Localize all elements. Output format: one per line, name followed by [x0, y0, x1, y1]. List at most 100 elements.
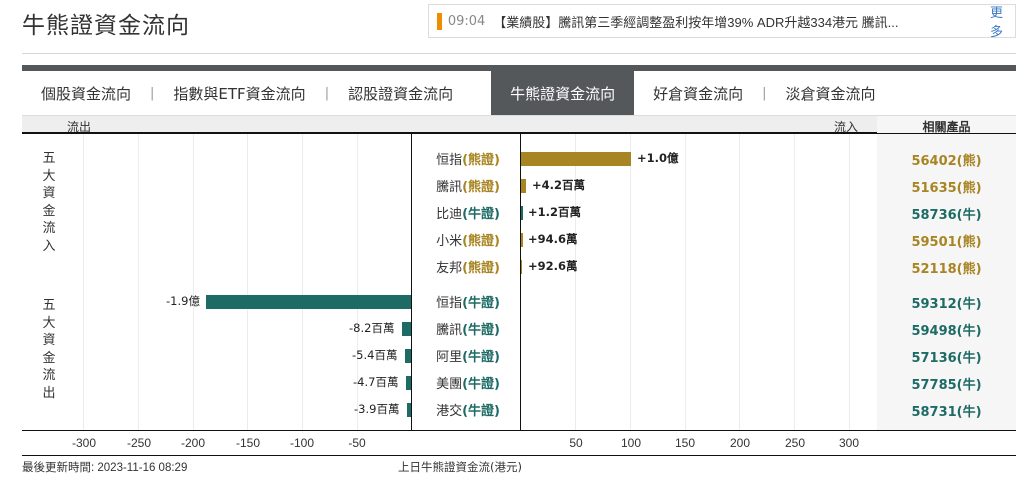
footer-divider	[22, 455, 1016, 456]
tab-stock-flow[interactable]: 個股資金流向	[41, 84, 132, 103]
side-char: 流	[42, 221, 56, 236]
side-char: 入	[42, 238, 56, 254]
side-char: 資	[42, 186, 56, 201]
news-time: 09:04	[447, 13, 486, 29]
related-product-link[interactable]: 58736(牛)	[911, 208, 982, 223]
outflow-row: -3.9百萬 港交(牛證) 58731(牛)	[0, 395, 1024, 422]
gridline	[685, 134, 686, 430]
inflow-row: 小米(熊證) +94.6萬 59501(熊)	[0, 225, 1024, 252]
stock-name[interactable]: 恒指(熊證)	[418, 149, 516, 168]
stock-label: 恒指	[436, 153, 463, 168]
gridline	[302, 134, 303, 430]
side-char: 出	[42, 385, 56, 401]
stock-name[interactable]: 友邦(熊證)	[418, 257, 516, 276]
stock-label: 港交	[436, 404, 463, 419]
outflow-row: -4.7百萬 美團(牛證) 57785(牛)	[0, 368, 1024, 395]
top-outflow-side-label: 五 大 資 金 流 出	[42, 297, 56, 402]
stock-name[interactable]: 美團(牛證)	[418, 373, 516, 392]
stock-label: 比迪	[436, 207, 463, 222]
related-product-link[interactable]: 59498(牛)	[911, 324, 982, 339]
related-product-link[interactable]: 58731(牛)	[911, 405, 982, 420]
outflow-bar	[405, 349, 411, 363]
side-char: 大	[42, 168, 56, 184]
inflow-header: 流入	[834, 120, 859, 134]
side-char: 金	[42, 350, 56, 366]
stock-label: 小米	[436, 234, 463, 249]
flow-value: -1.9億	[166, 294, 200, 308]
related-product-link[interactable]: 59501(熊)	[911, 235, 982, 250]
x-tick-label: 100	[620, 436, 642, 450]
inflow-row: 恒指(熊證) +1.0億 56402(熊)	[0, 144, 1024, 171]
cbbc-kind: (牛證)	[462, 323, 500, 338]
inflow-bar	[521, 179, 526, 193]
flow-value: +92.6萬	[528, 259, 578, 273]
title-divider	[22, 53, 1016, 54]
cbbc-kind: (牛證)	[462, 404, 500, 419]
news-headline-link[interactable]: 【業績股】騰訊第三季經調整盈利按年增39% ADR升越334港元 騰訊...	[493, 14, 899, 30]
stock-name[interactable]: 騰訊(牛證)	[418, 319, 516, 338]
stock-label: 美團	[436, 377, 463, 392]
x-tick-label: -250	[126, 436, 152, 450]
x-tick-label: 200	[729, 436, 751, 450]
related-product-link[interactable]: 57136(牛)	[911, 351, 982, 366]
gridline	[247, 134, 248, 430]
flow-value: -5.4百萬	[352, 348, 398, 362]
stock-name[interactable]: 騰訊(熊證)	[418, 176, 516, 195]
x-tick-label: -300	[71, 436, 97, 450]
tab-strip-top	[22, 65, 1016, 71]
tab-separator: |	[762, 85, 767, 101]
outflow-row: -5.4百萬 阿里(牛證) 57136(牛)	[0, 341, 1024, 368]
tab-separator: |	[324, 85, 330, 101]
side-char: 金	[42, 203, 56, 219]
page-title: 牛熊證資金流向	[22, 13, 190, 39]
stock-label: 阿里	[436, 350, 463, 365]
tab-long-flow[interactable]: 好倉資金流向	[653, 84, 744, 103]
inflow-bar	[521, 260, 522, 274]
stock-name-column	[411, 134, 521, 430]
outflow-row: -1.9億 恒指(牛證) 59312(牛)	[0, 287, 1024, 314]
stock-name[interactable]: 小米(熊證)	[418, 230, 516, 249]
inflow-bar	[521, 152, 631, 166]
x-tick-label: -150	[235, 436, 261, 450]
tab-cbbc-flow[interactable]: 牛熊證資金流向	[491, 71, 635, 115]
tab-index-etf-flow[interactable]: 指數與ETF資金流向	[173, 84, 306, 103]
cbbc-kind: (熊證)	[462, 261, 500, 276]
side-char: 大	[42, 315, 56, 331]
news-more-link[interactable]: 更多	[990, 6, 1004, 40]
stock-name[interactable]: 港交(牛證)	[418, 400, 516, 419]
x-tick-label: 50	[569, 436, 583, 450]
x-tick-label: -200	[180, 436, 206, 450]
x-tick-label: 150	[674, 436, 696, 450]
tab-short-flow[interactable]: 淡倉資金流向	[785, 84, 876, 103]
outflow-bar	[402, 322, 411, 336]
stock-label: 騰訊	[436, 323, 463, 338]
related-product-link[interactable]: 51635(熊)	[911, 181, 982, 196]
gridline	[575, 134, 576, 430]
related-product-link[interactable]: 59312(牛)	[911, 297, 982, 312]
flow-value: -4.7百萬	[353, 375, 399, 389]
cbbc-kind: (牛證)	[462, 350, 500, 365]
tab-warrant-flow[interactable]: 認股證資金流向	[348, 84, 454, 103]
related-products-header: 相關產品	[877, 116, 1016, 134]
outflow-bar	[406, 376, 411, 390]
flow-value: -8.2百萬	[349, 321, 395, 335]
stock-name[interactable]: 比迪(牛證)	[418, 203, 516, 222]
top-inflow-side-label: 五 大 資 金 流 入	[42, 150, 56, 255]
stock-name[interactable]: 恒指(牛證)	[418, 292, 516, 311]
outflow-row: -8.2百萬 騰訊(牛證) 59498(牛)	[0, 314, 1024, 341]
side-char: 五	[42, 298, 56, 313]
related-product-link[interactable]: 52118(熊)	[911, 262, 982, 277]
tab-bar: 個股資金流向 | 指數與ETF資金流向 | 認股證資金流向 牛熊證資金流向 好倉…	[22, 71, 1016, 115]
news-ticker[interactable]: 09:04 【業績股】騰訊第三季經調整盈利按年增39% ADR升越334港元 騰…	[428, 4, 1016, 40]
gridline	[794, 134, 795, 430]
inflow-row: 騰訊(熊證) +4.2百萬 51635(熊)	[0, 171, 1024, 198]
related-product-link[interactable]: 56402(熊)	[911, 154, 982, 169]
stock-label: 恒指	[436, 296, 463, 311]
tab-separator: |	[150, 85, 155, 101]
related-product-link[interactable]: 57785(牛)	[911, 378, 982, 393]
cbbc-kind: (牛證)	[462, 296, 500, 311]
stock-name[interactable]: 阿里(牛證)	[418, 346, 516, 365]
gridline	[849, 134, 850, 430]
x-tick-label: 300	[838, 436, 860, 450]
x-tick-label: 250	[784, 436, 806, 450]
